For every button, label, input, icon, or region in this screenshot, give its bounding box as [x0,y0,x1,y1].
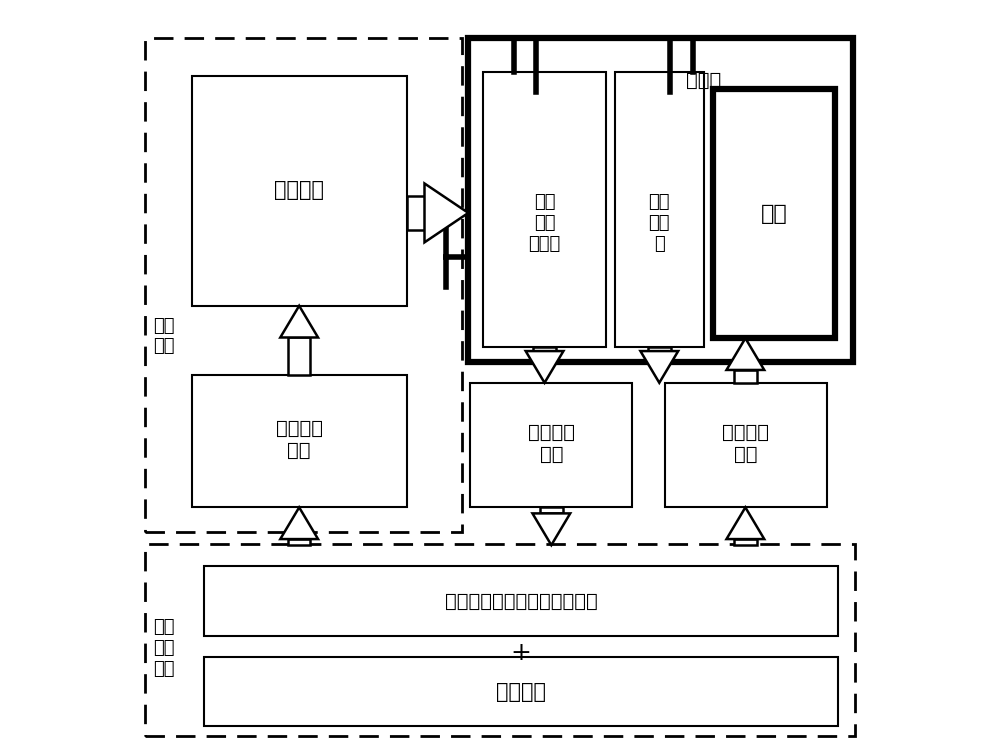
Polygon shape [532,513,570,545]
FancyBboxPatch shape [483,72,606,347]
FancyBboxPatch shape [288,337,310,375]
FancyBboxPatch shape [734,370,757,383]
Polygon shape [280,507,318,539]
Text: 温度
传感
器: 温度 传感 器 [649,193,670,252]
Text: 信号采集
单元: 信号采集 单元 [528,423,575,464]
Text: 供气控制
单元: 供气控制 单元 [276,419,323,460]
FancyBboxPatch shape [648,347,671,351]
Polygon shape [726,338,764,370]
FancyBboxPatch shape [192,375,407,507]
Polygon shape [280,306,318,337]
FancyBboxPatch shape [665,383,827,507]
FancyBboxPatch shape [615,72,704,347]
FancyBboxPatch shape [145,544,855,736]
Polygon shape [640,351,678,383]
FancyBboxPatch shape [734,539,757,545]
FancyBboxPatch shape [145,38,462,532]
FancyBboxPatch shape [204,566,838,636]
Text: +: + [511,641,532,665]
FancyBboxPatch shape [540,507,563,513]
Text: 控制
处理
系统: 控制 处理 系统 [153,618,175,677]
Text: 供气
装置: 供气 装置 [153,316,175,356]
FancyBboxPatch shape [192,76,407,306]
Text: 供气单元: 供气单元 [274,180,324,200]
Text: 温度控制
单元: 温度控制 单元 [722,423,769,464]
FancyBboxPatch shape [288,539,310,545]
FancyBboxPatch shape [533,347,556,351]
FancyBboxPatch shape [470,383,632,507]
Text: 处理单元: 处理单元 [496,682,546,701]
Polygon shape [726,507,764,539]
Polygon shape [424,183,468,242]
Text: 高温
氢气
传感器: 高温 氢气 传感器 [528,193,561,252]
Text: 电气控制单元、信号获取单元: 电气控制单元、信号获取单元 [445,591,598,611]
Text: 析氢室: 析氢室 [686,71,721,91]
FancyBboxPatch shape [713,89,835,338]
Polygon shape [526,351,563,383]
Text: 样品: 样品 [761,204,787,223]
FancyBboxPatch shape [468,38,853,362]
FancyBboxPatch shape [407,196,424,230]
FancyBboxPatch shape [204,657,838,726]
